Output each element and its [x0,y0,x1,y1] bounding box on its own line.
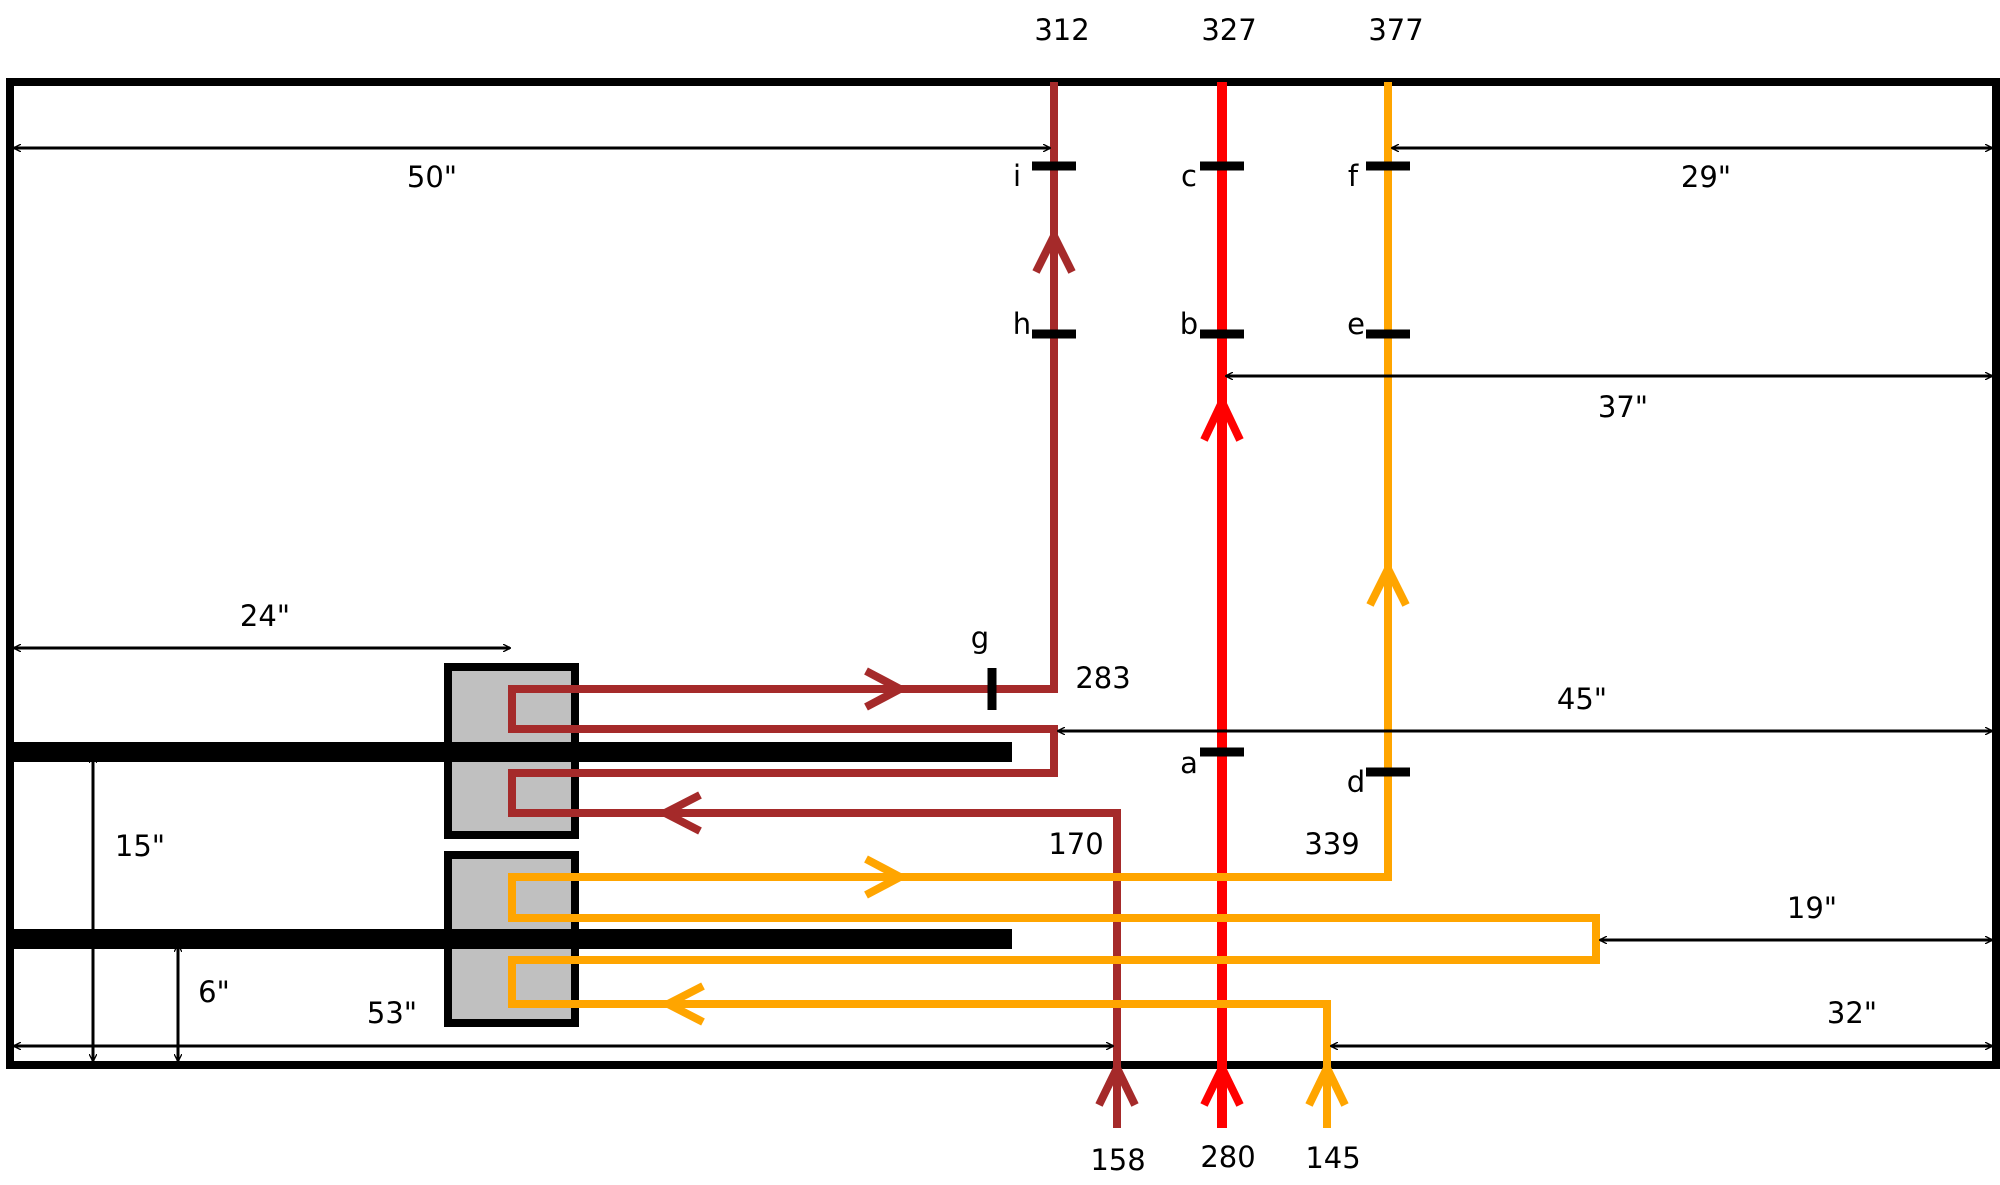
dim-label-29: 29" [1681,160,1731,194]
dim-label-50: 50" [407,160,457,194]
red-flow-arrow-upper [1200,392,1244,442]
orange-pipe [508,82,1600,1128]
brown-flow-arrow-return [656,791,702,835]
point-label-d: d [1347,765,1365,799]
outer-frame [6,78,2000,1069]
brown-flow-arrow-supply [864,667,909,711]
point-label-e: e [1347,307,1365,341]
dim-label-32: 32" [1827,996,1877,1030]
label-bottom-red: 280 [1200,1140,1255,1174]
dim-label-19: 19" [1787,891,1837,925]
label-brown-return: 170 [1048,827,1103,861]
label-top-red: 327 [1201,13,1256,47]
orange-flow-arrow-riser [1366,560,1410,607]
orange-flow-arrow-return [659,982,705,1026]
red-flow-arrow-inlet [1200,1058,1244,1107]
label-orange-turn: 339 [1304,827,1359,861]
point-label-g: g [971,621,989,655]
orange-flow-arrow-inlet [1305,1058,1349,1107]
label-g-value: 283 [1075,661,1130,695]
label-top-brown: 312 [1034,13,1089,47]
point-label-i: i [1013,159,1021,193]
dim-label-24: 24" [240,599,290,633]
label-top-orange: 377 [1368,13,1423,47]
label-bottom-brown: 158 [1090,1143,1145,1177]
upper-beam [8,742,1012,762]
point-label-b: b [1180,307,1198,341]
point-label-f: f [1348,159,1359,193]
point-label-c: c [1181,159,1197,193]
brown-pipe [508,82,1121,1128]
dim-label-53: 53" [367,996,417,1030]
lower-beam [8,929,1012,949]
dim-label-6: 6" [198,975,230,1009]
dim-label-45: 45" [1557,682,1607,716]
dim-label-15: 15" [115,829,165,863]
point-label-a: a [1180,746,1198,780]
dim-label-37: 37" [1598,390,1648,424]
point-label-h: h [1013,307,1031,341]
brown-flow-arrow-riser [1032,227,1076,274]
brown-flow-arrow-inlet [1095,1058,1139,1107]
orange-flow-arrow-supply [864,855,909,899]
label-bottom-orange: 145 [1305,1141,1360,1175]
